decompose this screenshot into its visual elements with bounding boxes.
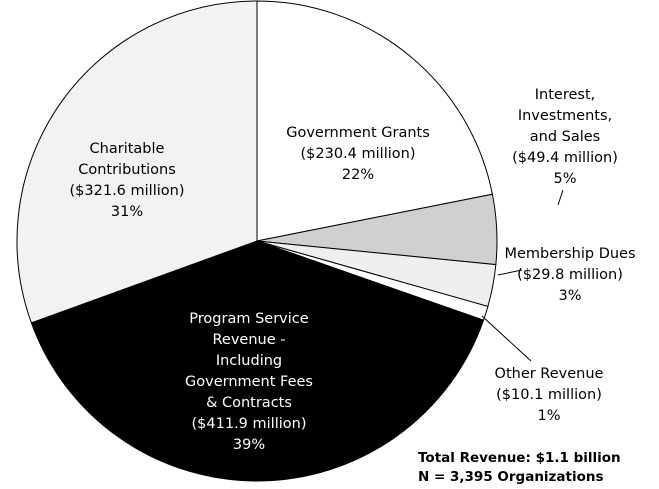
- slice-program-service-revenue: [30, 240, 485, 482]
- label-line: ($10.1 million): [496, 387, 602, 403]
- label-line: 1%: [537, 408, 560, 424]
- label-line: ($49.4 million): [512, 150, 618, 166]
- label-line: ($29.8 million): [517, 267, 623, 283]
- chart-notes: Total Revenue: $1.1 billion N = 3,395 Or…: [418, 449, 621, 487]
- leader-line-interest-investments-sales: [557, 189, 564, 206]
- label-line: Membership Dues: [504, 246, 635, 262]
- slice-charitable-contributions: [16, 0, 258, 324]
- slice-government-grants: [256, 0, 493, 242]
- leader-line-membership-dues: [497, 269, 523, 276]
- label-charitable-contributions: Charitable Contributions ($321.6 million) 3…: [70, 141, 185, 220]
- label-line: Government Grants: [286, 125, 430, 141]
- label-line: Other Revenue: [495, 366, 604, 382]
- leader-lines: [481, 189, 564, 362]
- total-revenue-note: Total Revenue: $1.1 billion: [418, 450, 621, 466]
- label-membership-dues: Membership Dues ($29.8 million) 3%: [504, 246, 635, 304]
- label-line: Revenue -: [213, 332, 286, 348]
- label-program-service-revenue: Program Service Revenue - Including Governm…: [185, 311, 313, 453]
- label-line: 22%: [342, 167, 374, 183]
- pie-slices: [16, 0, 498, 482]
- label-interest-investments-sales: Interest, Investments, and Sales ($49.4 mil…: [512, 87, 618, 187]
- label-line: 3%: [558, 288, 581, 304]
- label-line: Program Service: [189, 311, 308, 327]
- label-line: Including: [216, 353, 282, 369]
- slice-labels: Government Grants ($230.4 million) 22% Inte…: [70, 87, 636, 453]
- label-line: Investments,: [518, 108, 612, 124]
- label-line: Government Fees: [185, 374, 313, 390]
- label-line: & Contracts: [206, 395, 292, 411]
- label-line: ($321.6 million): [70, 183, 185, 199]
- leader-line-other-revenue: [481, 315, 532, 362]
- label-line: ($411.9 million): [192, 416, 307, 432]
- label-government-grants: Government Grants ($230.4 million) 22%: [286, 125, 430, 183]
- label-line: ($230.4 million): [301, 146, 416, 162]
- label-line: 5%: [553, 171, 576, 187]
- label-line: Interest,: [535, 87, 596, 103]
- label-line: 31%: [111, 204, 143, 220]
- label-line: Charitable: [90, 141, 165, 157]
- organization-count-note: N = 3,395 Organizations: [418, 469, 604, 485]
- label-line: Contributions: [78, 162, 176, 178]
- label-line: 39%: [233, 437, 265, 453]
- label-line: and Sales: [530, 129, 600, 145]
- label-other-revenue: Other Revenue ($10.1 million) 1%: [495, 366, 604, 424]
